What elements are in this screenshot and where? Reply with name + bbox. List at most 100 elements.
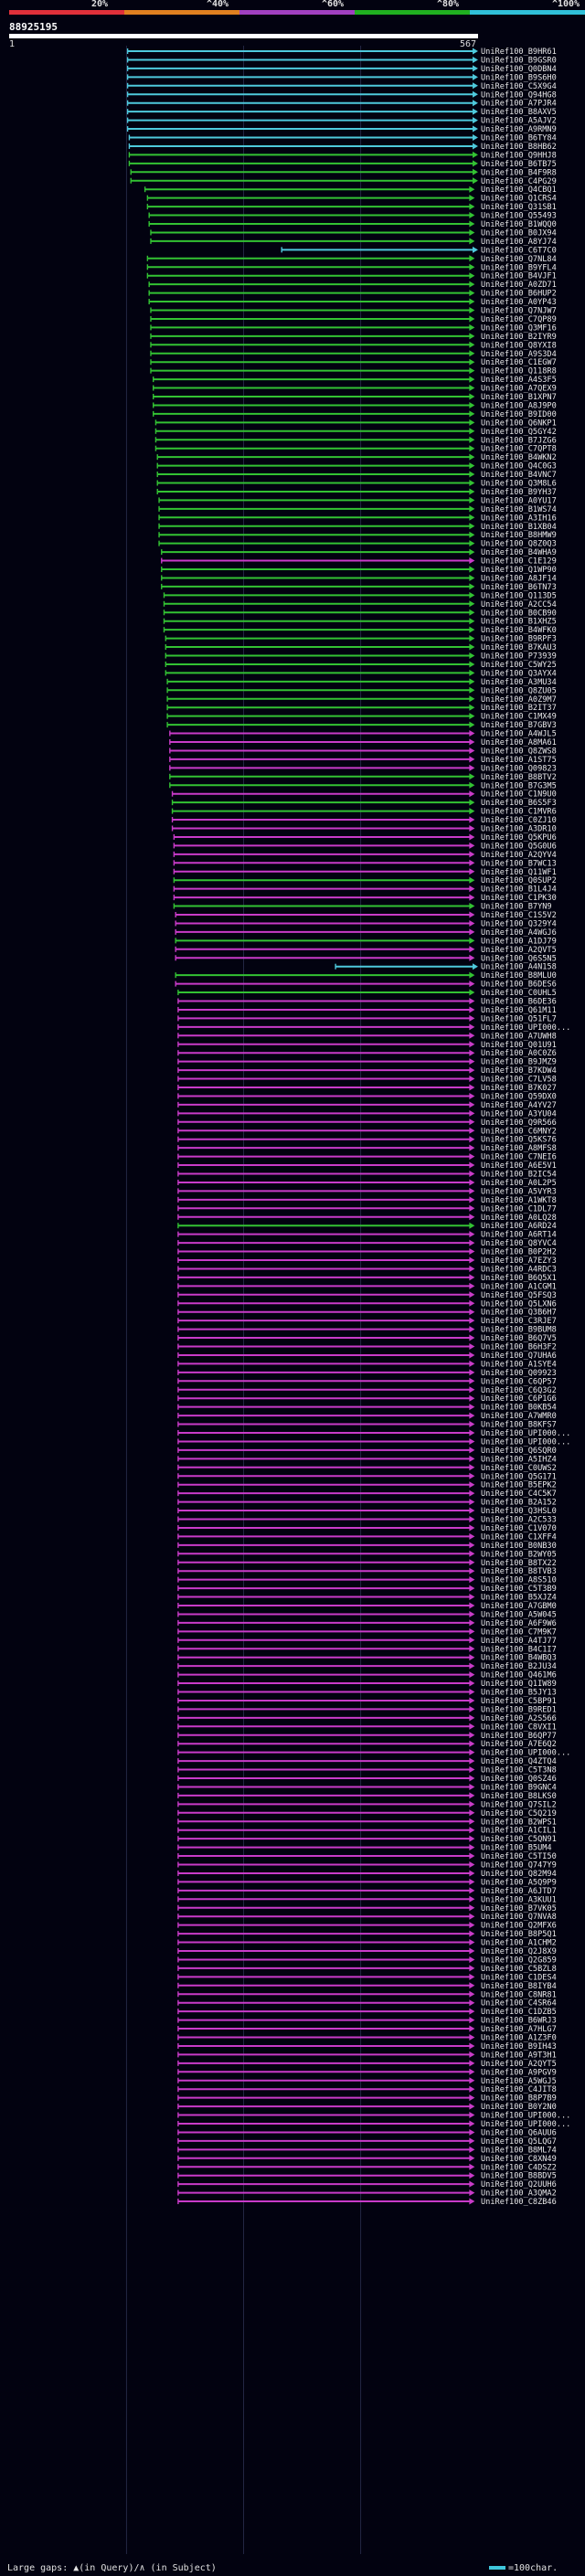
hit-label[interactable]: UniRef100_C1S5V2 bbox=[481, 911, 557, 920]
hit-row[interactable]: UniRef100_Q3HSL0 bbox=[177, 1507, 557, 1516]
hit-label[interactable]: UniRef100_B9ID00 bbox=[481, 410, 557, 419]
hit-label[interactable]: UniRef100_B9GNC4 bbox=[481, 1783, 557, 1792]
hit-label[interactable]: UniRef100_A6E5V1 bbox=[481, 1161, 557, 1171]
hit-label[interactable]: UniRef100_B2IT37 bbox=[481, 704, 557, 713]
hit-label[interactable]: UniRef100_A0L2P5 bbox=[481, 1179, 557, 1188]
hit-row[interactable]: UniRef100_A0LQ28 bbox=[177, 1214, 557, 1223]
hit-label[interactable]: UniRef100_A2S566 bbox=[481, 1714, 557, 1723]
hit-label[interactable]: UniRef100_A0YU17 bbox=[481, 496, 557, 505]
hit-row[interactable]: UniRef100_A4WJL5 bbox=[169, 730, 557, 739]
hit-row[interactable]: UniRef100_B6TN73 bbox=[161, 583, 557, 592]
hit-label[interactable]: UniRef100_C5BP91 bbox=[481, 1697, 557, 1706]
hit-label[interactable]: UniRef100_UPI000... bbox=[481, 1437, 570, 1447]
hit-row[interactable]: UniRef100_B2JU34 bbox=[177, 1662, 557, 1671]
hit-row[interactable]: UniRef100_Q09823 bbox=[169, 764, 557, 773]
hit-label[interactable]: UniRef100_B2A152 bbox=[481, 1499, 557, 1508]
hit-label[interactable]: UniRef100_P73939 bbox=[481, 652, 557, 662]
hit-row[interactable]: UniRef100_A6RT14 bbox=[177, 1231, 557, 1240]
hit-label[interactable]: UniRef100_A0YP43 bbox=[481, 298, 557, 307]
hit-row[interactable]: UniRef100_C1EGW7 bbox=[150, 358, 557, 367]
hit-label[interactable]: UniRef100_A7EZY3 bbox=[481, 1256, 557, 1266]
hit-row[interactable]: UniRef100_C0UWS2 bbox=[177, 1464, 557, 1473]
hit-label[interactable]: UniRef100_Q2J8X9 bbox=[481, 1947, 557, 1956]
hit-label[interactable]: UniRef100_C5T3B9 bbox=[481, 1585, 557, 1594]
hit-label[interactable]: UniRef100_B9BUM8 bbox=[481, 1326, 557, 1335]
hit-row[interactable]: UniRef100_B9S6H0 bbox=[126, 73, 557, 82]
hit-row[interactable]: UniRef100_A6JTD7 bbox=[177, 1887, 557, 1896]
hit-row[interactable]: UniRef100_B4VJF1 bbox=[146, 272, 557, 281]
hit-row[interactable]: UniRef100_Q7SIL2 bbox=[177, 1800, 557, 1809]
hit-row[interactable]: UniRef100_Q2MFX6 bbox=[177, 1922, 557, 1931]
hit-row[interactable]: UniRef100_Q01U91 bbox=[177, 1041, 557, 1050]
hit-label[interactable]: UniRef100_B7YN9 bbox=[481, 903, 552, 912]
hit-label[interactable]: UniRef100_C0ZJ10 bbox=[481, 816, 557, 825]
hit-row[interactable]: UniRef100_C3RJE7 bbox=[177, 1317, 557, 1326]
hit-label[interactable]: UniRef100_Q6SQR0 bbox=[481, 1447, 557, 1456]
hit-row[interactable]: UniRef100_A3YU04 bbox=[177, 1109, 557, 1118]
hit-label[interactable]: UniRef100_B1XB04 bbox=[481, 523, 557, 532]
hit-row[interactable]: UniRef100_B7K027 bbox=[177, 1084, 557, 1093]
hit-row[interactable]: UniRef100_Q5KPU6 bbox=[173, 833, 557, 843]
hit-row[interactable]: UniRef100_B0KB54 bbox=[177, 1404, 557, 1413]
hit-row[interactable]: UniRef100_B4WBQ3 bbox=[177, 1654, 557, 1663]
hit-row[interactable]: UniRef100_B9JMZ9 bbox=[177, 1058, 557, 1067]
hit-row[interactable]: UniRef100_A3KUU1 bbox=[177, 1895, 557, 1904]
hit-row[interactable]: UniRef100_Q1WP90 bbox=[161, 566, 557, 575]
hit-label[interactable]: UniRef100_A1SYE4 bbox=[481, 1360, 557, 1369]
hit-row[interactable]: UniRef100_B0Y2N0 bbox=[177, 2103, 557, 2112]
hit-label[interactable]: UniRef100_Q3M8L6 bbox=[481, 480, 557, 489]
hit-row[interactable]: UniRef100_A0L2P5 bbox=[177, 1179, 557, 1188]
hit-label[interactable]: UniRef100_C7LV58 bbox=[481, 1076, 557, 1085]
hit-row[interactable]: UniRef100_Q7NVA8 bbox=[177, 1913, 557, 1922]
hit-label[interactable]: UniRef100_Q5FSQ3 bbox=[481, 1291, 557, 1300]
hit-row[interactable]: UniRef100_Q3M8L6 bbox=[156, 480, 557, 489]
hit-row[interactable]: UniRef100_P73939 bbox=[165, 652, 557, 662]
hit-label[interactable]: UniRef100_B8BDV5 bbox=[481, 2172, 557, 2181]
hit-row[interactable]: UniRef100_B0JX94 bbox=[150, 228, 557, 238]
hit-row[interactable]: UniRef100_Q5GY42 bbox=[154, 428, 557, 437]
hit-label[interactable]: UniRef100_B0Y2N0 bbox=[481, 2103, 557, 2112]
hit-label[interactable]: UniRef100_C6Q3G2 bbox=[481, 1386, 557, 1395]
hit-row[interactable]: UniRef100_Q747Y9 bbox=[177, 1861, 557, 1871]
hit-label[interactable]: UniRef100_Q5G171 bbox=[481, 1472, 557, 1481]
hit-label[interactable]: UniRef100_C5T3N8 bbox=[481, 1766, 557, 1776]
hit-label[interactable]: UniRef100_B4VNC7 bbox=[481, 471, 557, 480]
hit-label[interactable]: UniRef100_A0C0Z6 bbox=[481, 1049, 557, 1058]
hit-label[interactable]: UniRef100_A2QVT5 bbox=[481, 946, 557, 955]
hit-row[interactable]: UniRef100_B9IH43 bbox=[177, 2042, 557, 2051]
hit-row[interactable]: UniRef100_B7VK05 bbox=[177, 1904, 557, 1913]
hit-label[interactable]: UniRef100_A0LQ28 bbox=[481, 1214, 557, 1223]
hit-row[interactable]: UniRef100_C8ZB46 bbox=[177, 2198, 557, 2207]
hit-label[interactable]: UniRef100_A9T3H1 bbox=[481, 2051, 557, 2060]
hit-row[interactable]: UniRef100_C5T3N8 bbox=[177, 1766, 557, 1776]
hit-label[interactable]: UniRef100_B7KAU3 bbox=[481, 643, 557, 652]
hit-row[interactable]: UniRef100_C8VXI1 bbox=[177, 1723, 557, 1732]
hit-row[interactable]: UniRef100_A8YJ74 bbox=[150, 238, 557, 247]
hit-row[interactable]: UniRef100_B4WHA9 bbox=[161, 548, 557, 557]
hit-label[interactable]: UniRef100_A5W045 bbox=[481, 1610, 557, 1619]
hit-row[interactable]: UniRef100_B7G3M5 bbox=[169, 781, 557, 790]
hit-row[interactable]: UniRef100_Q9R566 bbox=[177, 1118, 557, 1128]
hit-row[interactable]: UniRef100_Q7NJW7 bbox=[150, 307, 557, 316]
hit-label[interactable]: UniRef100_B8LKS0 bbox=[481, 1792, 557, 1801]
hit-label[interactable]: UniRef100_A7GBM0 bbox=[481, 1602, 557, 1611]
hit-label[interactable]: UniRef100_Q4ZTQ4 bbox=[481, 1757, 557, 1766]
hit-label[interactable]: UniRef100_Q0SUP2 bbox=[481, 876, 557, 885]
hit-label[interactable]: UniRef100_Q2UUH6 bbox=[481, 2180, 557, 2189]
hit-label[interactable]: UniRef100_C6QP57 bbox=[481, 1377, 557, 1386]
hit-row[interactable]: UniRef100_A4N158 bbox=[335, 963, 557, 972]
hit-row[interactable]: UniRef100_B7KDW4 bbox=[177, 1066, 557, 1076]
hit-label[interactable]: UniRef100_A7HLG7 bbox=[481, 2025, 557, 2034]
hit-label[interactable]: UniRef100_B4WBQ3 bbox=[481, 1654, 557, 1663]
hit-label[interactable]: UniRef100_B6S5F3 bbox=[481, 799, 557, 808]
hit-row[interactable]: UniRef100_B8TX22 bbox=[177, 1559, 557, 1568]
hit-label[interactable]: UniRef100_B9JMZ9 bbox=[481, 1058, 557, 1067]
hit-row[interactable]: UniRef100_A1CIL1 bbox=[177, 1827, 557, 1836]
hit-row[interactable]: UniRef100_Q55493 bbox=[148, 212, 557, 221]
hit-row[interactable]: UniRef100_B9BUM8 bbox=[177, 1326, 557, 1335]
hit-row[interactable]: UniRef100_B9GSR0 bbox=[126, 56, 557, 65]
hit-label[interactable]: UniRef100_Q2G859 bbox=[481, 1956, 557, 1965]
hit-label[interactable]: UniRef100_C6T7C0 bbox=[481, 246, 557, 255]
hit-label[interactable]: UniRef100_C7NEI6 bbox=[481, 1153, 557, 1162]
hit-row[interactable]: UniRef100_Q3MF16 bbox=[150, 323, 557, 333]
